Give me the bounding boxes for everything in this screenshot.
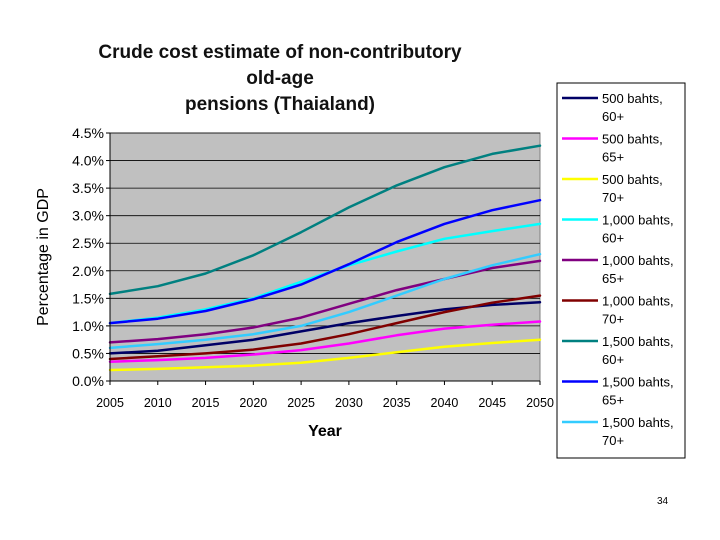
series-line-2 — [108, 320, 542, 363]
x-tick-label: 2030 — [335, 396, 363, 410]
y-tick-label: 1.0% — [72, 318, 104, 334]
legend-item: 1,500 bahts, 65+ — [562, 375, 674, 408]
x-axis-ticks: 2005 2010 2015 2020 2025 2030 2035 2040 2045 2050 — [96, 381, 554, 410]
y-tick-label: 4.0% — [72, 153, 104, 169]
legend-label: 1,000 bahts, — [602, 294, 674, 309]
series-line-6 — [108, 294, 542, 361]
legend-label: 60+ — [602, 352, 624, 367]
x-tick-label: 2050 — [526, 396, 554, 410]
legend-label: 70+ — [602, 433, 624, 448]
series-line-8 — [108, 198, 542, 325]
legend-label: 1,000 bahts, — [602, 253, 674, 268]
legend-box — [556, 82, 686, 459]
y-tick-label: 1.5% — [72, 290, 104, 306]
x-tick-label: 2035 — [383, 396, 411, 410]
y-axis-label: Percentage in GDP — [35, 188, 52, 326]
x-tick-label: 2005 — [96, 396, 124, 410]
chart-title-line-1: Crude cost estimate of non-contributory … — [98, 42, 462, 89]
x-tick-label: 2040 — [431, 396, 459, 410]
legend-label: 500 bahts, — [602, 172, 663, 187]
y-tick-label: 3.0% — [72, 208, 104, 224]
x-tick-label: 2045 — [478, 396, 506, 410]
y-tick-label: 3.5% — [72, 180, 104, 196]
series-line-5 — [108, 259, 542, 344]
legend-label: 500 bahts, — [602, 91, 663, 106]
x-tick-label: 2015 — [192, 396, 220, 410]
legend-label: 65+ — [602, 393, 624, 408]
legend-label: 1,000 bahts, — [602, 213, 674, 228]
legend-label: 70+ — [602, 190, 624, 205]
chart-title-line-2: pensions (Thaialand) — [184, 94, 376, 115]
legend-label: 60+ — [602, 109, 624, 124]
y-axis-ticks: 0.0% 0.5% 1.0% 1.5% 2.0% 2.5% 3.0% 3.5% 4.0% 4.5% — [72, 125, 110, 389]
legend-label: 1,500 bahts, — [602, 415, 674, 430]
page-number: 34 — [657, 496, 669, 507]
legend-label: 70+ — [602, 312, 624, 327]
y-tick-label: 2.5% — [72, 235, 104, 251]
series-line-7 — [108, 144, 542, 296]
legend-label: 65+ — [602, 150, 624, 165]
legend-label: 65+ — [602, 271, 624, 286]
legend-label: 1,500 bahts, — [602, 334, 674, 349]
y-tick-label: 0.5% — [72, 345, 104, 361]
legend-label: 1,500 bahts, — [602, 375, 674, 390]
legend-item: 1,000 bahts, 65+ — [562, 253, 674, 286]
legend-item: 500 bahts, 65+ — [562, 132, 663, 165]
series-line-9 — [108, 252, 542, 350]
legend-item: 500 bahts, 60+ — [562, 91, 663, 124]
legend-item: 1,500 bahts, 70+ — [562, 415, 674, 448]
y-tick-label: 2.0% — [72, 263, 104, 279]
legend-item: 1,000 bahts, 70+ — [562, 294, 674, 327]
series-line-3 — [108, 338, 542, 372]
chart-title: Crude cost estimate of non-contributory … — [80, 40, 480, 118]
y-tick-label: 0.0% — [72, 373, 104, 389]
x-tick-label: 2020 — [239, 396, 267, 410]
x-axis-label: Year — [308, 423, 342, 440]
legend-label: 60+ — [602, 231, 624, 246]
legend-item: 500 bahts, 70+ — [562, 172, 663, 205]
series-lines — [108, 144, 542, 372]
y-tick-label: 4.5% — [72, 125, 104, 141]
x-tick-label: 2010 — [144, 396, 172, 410]
legend-item: 1,000 bahts, 60+ — [562, 213, 674, 246]
legend-item: 1,500 bahts, 60+ — [562, 334, 674, 367]
x-tick-label: 2025 — [287, 396, 315, 410]
legend-label: 500 bahts, — [602, 132, 663, 147]
legend: 500 bahts,60+500 bahts,65+500 bahts,70+1… — [556, 82, 686, 459]
